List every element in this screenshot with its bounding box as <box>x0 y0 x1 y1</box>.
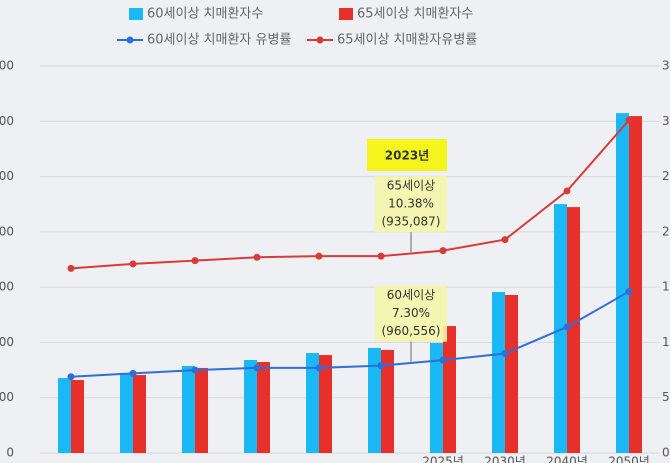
line-point <box>315 364 323 372</box>
bar <box>443 326 456 453</box>
line-point <box>377 252 385 260</box>
line-point <box>501 349 509 357</box>
legend-label: 60세이상 치매환자 유병률 <box>147 33 291 48</box>
line-point <box>563 187 571 195</box>
x-tick-label: 2025년 <box>422 455 464 463</box>
annotation-text: 10.38% <box>388 197 434 211</box>
bar <box>629 116 642 453</box>
y-tick-label: 1000 <box>0 335 14 349</box>
y2-tick-label: 35 <box>662 59 670 73</box>
y-tick-label: 0 <box>6 446 14 460</box>
y-tick-label: 3000 <box>0 114 14 128</box>
y-tick-label: 1500 <box>0 280 14 294</box>
annotation: 60세이상 7.30% (960,556) <box>375 285 447 362</box>
annotation-box <box>367 139 447 171</box>
line-point <box>625 116 633 124</box>
line-point <box>67 373 75 381</box>
bar <box>244 360 257 453</box>
line-point <box>129 260 137 268</box>
bar <box>58 378 71 453</box>
annotation-box <box>375 285 447 342</box>
bar <box>306 353 319 453</box>
bar <box>195 367 208 453</box>
line-point <box>253 364 261 372</box>
legend-swatch <box>129 8 143 20</box>
bar <box>616 113 629 454</box>
bar <box>381 349 394 453</box>
annotation-text: 2023년 <box>385 149 429 163</box>
y2-tick-label: 20 <box>662 224 670 238</box>
y2-tick-label: 30 <box>662 114 670 128</box>
legend-label: 60세이상 치매환자수 <box>147 7 263 22</box>
line-point <box>315 252 323 260</box>
annotation-text: (960,556) <box>382 324 441 338</box>
y-tick-label: 3500 <box>0 59 14 73</box>
line-point <box>191 366 199 374</box>
bar <box>182 365 195 453</box>
bar <box>567 207 580 453</box>
legend-swatch <box>126 36 134 44</box>
line-point <box>377 362 385 370</box>
y2-tick-label: 25 <box>662 169 670 183</box>
bar <box>120 373 133 453</box>
line-point <box>625 288 633 296</box>
line-point <box>191 257 199 265</box>
bar <box>133 375 146 453</box>
legend-swatch <box>316 36 324 44</box>
line <box>70 290 630 378</box>
bar <box>257 361 270 453</box>
annotation-text: (935,087) <box>382 215 441 229</box>
legend-label: 65세이상 치매환자유병률 <box>337 33 477 48</box>
bar <box>554 204 567 453</box>
line-point <box>67 264 75 272</box>
annotation-text: 60세이상 <box>387 288 435 302</box>
line-point <box>501 236 509 244</box>
bar <box>319 355 332 453</box>
x-tick-label: 2050년 <box>608 455 650 463</box>
line <box>70 119 630 270</box>
y-tick-label: 2500 <box>0 169 14 183</box>
legend-label: 65세이상 치매환자수 <box>357 7 473 22</box>
annotation-text: 65세이상 <box>387 179 435 193</box>
annotation: 2023년 <box>367 139 447 171</box>
annotation-text: 7.30% <box>392 306 430 320</box>
bar <box>368 347 381 453</box>
annotation: 65세이상 10.38% (935,087) <box>375 176 447 253</box>
line-point <box>253 253 261 261</box>
y2-tick-label: 5 <box>662 390 670 404</box>
x-tick-label: 2030년 <box>484 455 526 463</box>
line-point <box>563 323 571 331</box>
line-point <box>439 356 447 364</box>
y-tick-label: 500 <box>0 390 14 404</box>
y2-tick-label: 10 <box>662 335 670 349</box>
bar <box>492 292 505 453</box>
x-tick-label: 2040년 <box>546 455 588 463</box>
y2-tick-label: 0 <box>662 446 670 460</box>
bar <box>430 342 443 453</box>
line-point <box>129 369 137 377</box>
y-tick-label: 2000 <box>0 224 14 238</box>
line-point <box>439 247 447 255</box>
y2-tick-label: 15 <box>662 280 670 294</box>
annotation-box <box>375 176 447 233</box>
legend: 60세이상 치매환자수 65세이상 치매환자수 60세이상 치매환자 유병률 65세이… <box>117 7 477 48</box>
legend-swatch <box>339 8 353 20</box>
bar <box>71 380 84 453</box>
bar <box>505 294 518 453</box>
